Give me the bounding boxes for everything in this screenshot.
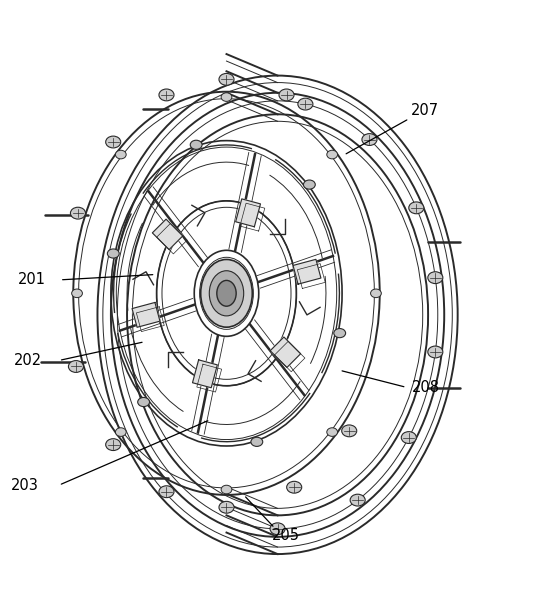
Ellipse shape xyxy=(221,485,232,494)
Ellipse shape xyxy=(327,150,337,159)
Ellipse shape xyxy=(409,202,424,214)
Ellipse shape xyxy=(342,425,357,437)
Text: 201: 201 xyxy=(18,272,46,287)
Ellipse shape xyxy=(159,486,174,498)
Ellipse shape xyxy=(137,397,149,407)
Text: 205: 205 xyxy=(272,527,300,543)
Ellipse shape xyxy=(298,98,313,110)
Ellipse shape xyxy=(221,93,232,101)
Ellipse shape xyxy=(371,289,381,298)
Ellipse shape xyxy=(106,136,121,148)
Ellipse shape xyxy=(428,272,443,284)
Ellipse shape xyxy=(201,259,252,327)
Ellipse shape xyxy=(159,89,174,101)
Text: 203: 203 xyxy=(11,478,39,493)
Text: 208: 208 xyxy=(411,380,439,395)
Ellipse shape xyxy=(71,207,86,219)
Ellipse shape xyxy=(327,428,337,436)
Ellipse shape xyxy=(72,289,82,298)
Ellipse shape xyxy=(107,249,119,258)
Ellipse shape xyxy=(401,432,416,443)
Polygon shape xyxy=(293,259,321,284)
Ellipse shape xyxy=(217,281,236,306)
Ellipse shape xyxy=(303,180,315,189)
Polygon shape xyxy=(270,337,301,368)
Polygon shape xyxy=(153,219,183,250)
Text: 202: 202 xyxy=(13,353,42,368)
Ellipse shape xyxy=(106,439,121,451)
Ellipse shape xyxy=(115,428,126,436)
Ellipse shape xyxy=(334,329,345,337)
Polygon shape xyxy=(132,303,160,327)
Ellipse shape xyxy=(219,73,234,85)
Ellipse shape xyxy=(279,89,294,101)
Ellipse shape xyxy=(287,481,302,493)
Ellipse shape xyxy=(209,271,244,316)
Ellipse shape xyxy=(350,494,365,506)
Text: 207: 207 xyxy=(411,103,439,118)
Ellipse shape xyxy=(190,140,202,149)
Ellipse shape xyxy=(68,361,84,372)
Polygon shape xyxy=(192,360,217,388)
Ellipse shape xyxy=(362,134,377,146)
Ellipse shape xyxy=(115,150,126,159)
Ellipse shape xyxy=(219,501,234,513)
Ellipse shape xyxy=(270,523,285,535)
Ellipse shape xyxy=(428,346,443,358)
Ellipse shape xyxy=(251,437,262,446)
Polygon shape xyxy=(236,199,260,227)
